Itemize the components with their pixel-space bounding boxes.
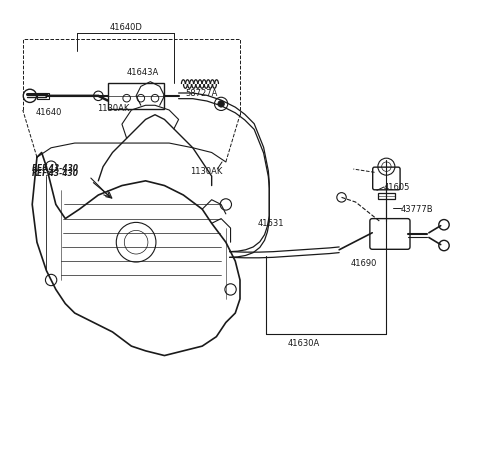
Text: 41640D: 41640D <box>109 23 142 32</box>
Text: 1130AK: 1130AK <box>190 167 222 176</box>
Text: 41631: 41631 <box>258 218 285 228</box>
Circle shape <box>23 89 36 103</box>
Text: 41690: 41690 <box>351 259 377 268</box>
Text: 41630A: 41630A <box>288 339 320 348</box>
Text: 58727A: 58727A <box>186 89 218 98</box>
FancyBboxPatch shape <box>372 167 400 190</box>
Bar <box>378 193 395 199</box>
Circle shape <box>215 97 228 111</box>
Text: 43777B: 43777B <box>400 205 433 214</box>
Text: REF.43-430: REF.43-430 <box>32 169 79 178</box>
Circle shape <box>218 101 225 107</box>
FancyBboxPatch shape <box>370 218 410 249</box>
Circle shape <box>94 91 103 101</box>
Text: REF.43-430: REF.43-430 <box>32 164 79 173</box>
Bar <box>37 93 49 99</box>
Text: 41640: 41640 <box>36 108 62 117</box>
Text: 41605: 41605 <box>384 183 410 192</box>
Text: 1130AK: 1130AK <box>97 104 130 113</box>
Text: 41643A: 41643A <box>127 67 159 76</box>
Bar <box>108 83 165 109</box>
